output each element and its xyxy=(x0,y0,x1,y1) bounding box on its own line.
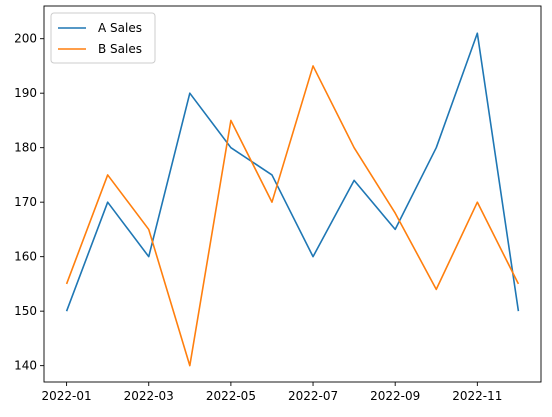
y-tick-label: 160 xyxy=(14,250,37,264)
y-tick-label: 140 xyxy=(14,359,37,373)
y-tick-label: 150 xyxy=(14,304,37,318)
series-line-a-sales xyxy=(65,32,520,312)
x-tick-label: 2022-01 xyxy=(42,389,92,403)
x-tick-label: 2022-05 xyxy=(206,389,256,403)
legend-box xyxy=(50,12,156,64)
y-tick-label: 170 xyxy=(14,195,37,209)
plot-area xyxy=(44,6,541,382)
x-tick-label: 2022-11 xyxy=(452,389,502,403)
series-layer xyxy=(65,32,520,367)
y-tick-label: 190 xyxy=(14,86,37,100)
y-tick-label: 200 xyxy=(14,32,37,46)
legend: A Sales B Sales xyxy=(50,12,156,64)
legend-label-a-sales: A Sales xyxy=(98,21,142,35)
y-tick-label: 180 xyxy=(14,141,37,155)
plot-background xyxy=(44,6,541,382)
x-tick-label: 2022-03 xyxy=(124,389,174,403)
axes-frame xyxy=(43,5,542,383)
x-tick-label: 2022-07 xyxy=(288,389,338,403)
series-line-b-sales xyxy=(65,65,520,367)
x-tick-label: 2022-09 xyxy=(370,389,420,403)
axes-layer: 2022-01 2022-03 2022-05 2022-07 2022-09 2022-… xyxy=(14,5,542,403)
legend-label-b-sales: B Sales xyxy=(98,42,142,56)
